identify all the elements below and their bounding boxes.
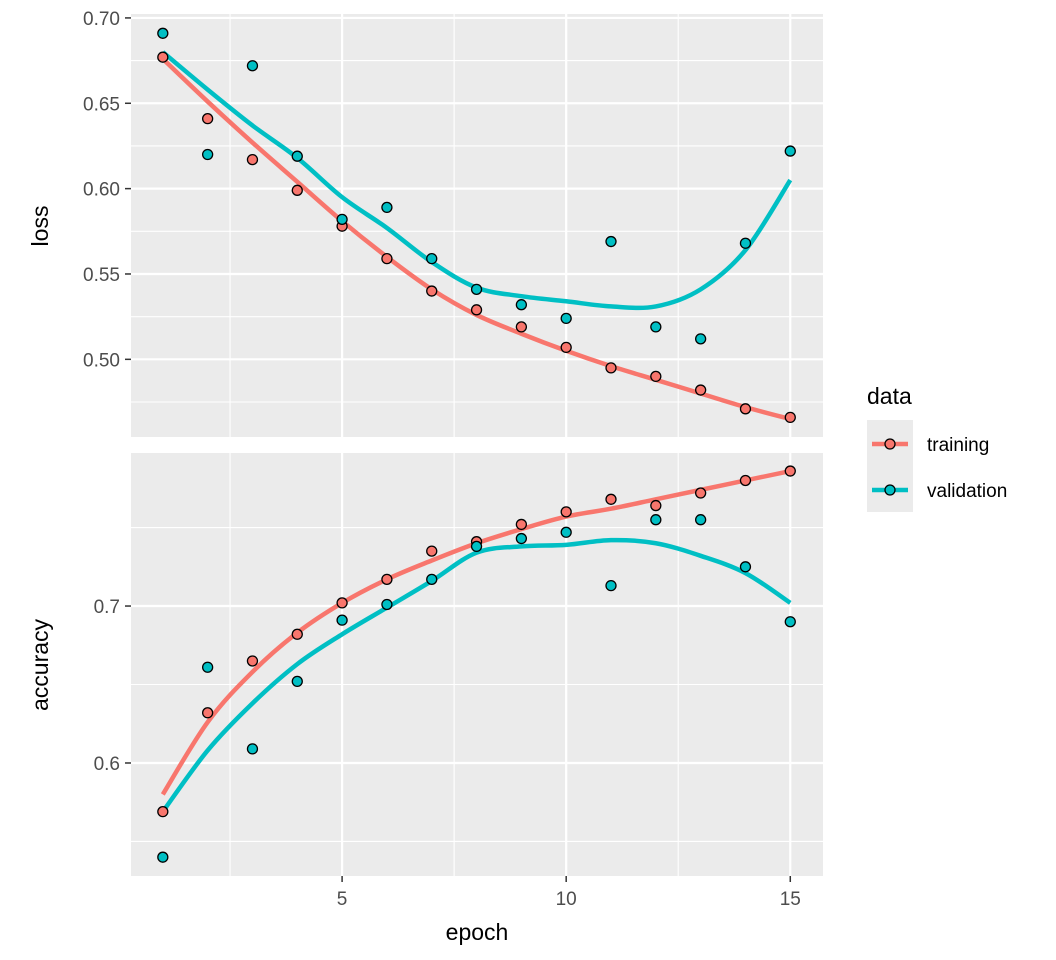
point-validation <box>470 540 483 553</box>
legend-title: data <box>867 383 912 409</box>
legend-label-validation: validation <box>927 481 1007 502</box>
legend-key-point-training <box>884 438 896 450</box>
point-validation <box>605 235 617 248</box>
point-training <box>381 573 393 586</box>
point-validation <box>739 237 752 249</box>
point-validation <box>650 514 662 526</box>
point-training <box>201 112 214 125</box>
point-training <box>157 51 169 63</box>
point-training <box>694 487 707 499</box>
legend-key-bg <box>867 420 913 512</box>
point-validation <box>470 283 483 295</box>
point-validation <box>784 145 796 157</box>
point-training <box>291 628 303 640</box>
point-training <box>336 597 348 609</box>
y-tick-label: 0.55 <box>83 265 120 286</box>
point-training <box>694 384 707 396</box>
point-validation <box>739 561 752 573</box>
panel-accuracy: 0.6 0.7 <box>94 453 823 876</box>
point-validation <box>381 201 393 214</box>
point-validation <box>291 150 303 162</box>
point-training <box>784 411 796 424</box>
point-validation <box>336 614 348 626</box>
point-training <box>650 499 662 512</box>
x-tick-label: 5 <box>337 889 348 910</box>
y-tick-label: 0.70 <box>83 9 120 30</box>
point-validation <box>560 312 572 325</box>
point-training <box>426 285 438 297</box>
point-validation <box>784 616 796 628</box>
panel-loss: 0.50 0.55 0.60 0.65 0.70 <box>83 9 823 437</box>
point-training <box>515 518 528 531</box>
y-tick-label: 0.50 <box>83 350 120 371</box>
point-validation <box>650 321 662 333</box>
smooth-line-validation <box>161 537 792 813</box>
point-validation <box>157 851 169 863</box>
point-validation <box>426 252 438 265</box>
x-tick-label: 15 <box>780 889 801 910</box>
point-validation <box>246 60 259 72</box>
point-validation <box>694 333 707 345</box>
legend-label-training: training <box>927 435 989 456</box>
point-training <box>246 655 259 667</box>
point-validation <box>694 514 707 526</box>
point-training <box>560 506 572 518</box>
point-validation <box>381 598 393 611</box>
panel-background <box>131 14 823 437</box>
point-training <box>157 805 169 818</box>
point-training <box>739 474 752 487</box>
point-training <box>201 707 214 719</box>
point-validation <box>201 148 214 161</box>
x-tick-label: 10 <box>556 889 577 910</box>
point-training <box>470 304 483 316</box>
point-training <box>650 370 662 383</box>
y-tick-label: 0.65 <box>83 94 120 115</box>
point-training <box>784 465 796 477</box>
x-axis-title: epoch <box>446 919 509 945</box>
point-validation <box>515 532 528 545</box>
point-training <box>426 545 438 557</box>
y-axis-title-loss: loss <box>27 206 53 247</box>
point-validation <box>515 299 528 311</box>
point-validation <box>605 579 617 592</box>
point-training <box>291 184 303 196</box>
point-training <box>515 321 528 333</box>
point-validation <box>157 27 169 39</box>
panel-background <box>131 453 823 876</box>
point-training <box>246 153 259 166</box>
point-validation <box>336 213 348 226</box>
y-tick-label: 0.6 <box>94 754 120 775</box>
legend-key-point-validation <box>884 484 896 496</box>
y-axis-title-accuracy: accuracy <box>27 618 53 711</box>
point-training <box>560 341 572 354</box>
point-training <box>605 362 617 374</box>
point-validation <box>291 675 303 688</box>
point-training <box>739 403 752 415</box>
point-training <box>605 493 617 505</box>
point-training <box>381 252 393 265</box>
y-tick-label: 0.7 <box>94 597 120 618</box>
point-validation <box>246 743 259 755</box>
y-tick-label: 0.60 <box>83 180 120 201</box>
point-validation <box>201 661 214 673</box>
point-validation <box>560 526 572 538</box>
point-validation <box>426 573 438 586</box>
